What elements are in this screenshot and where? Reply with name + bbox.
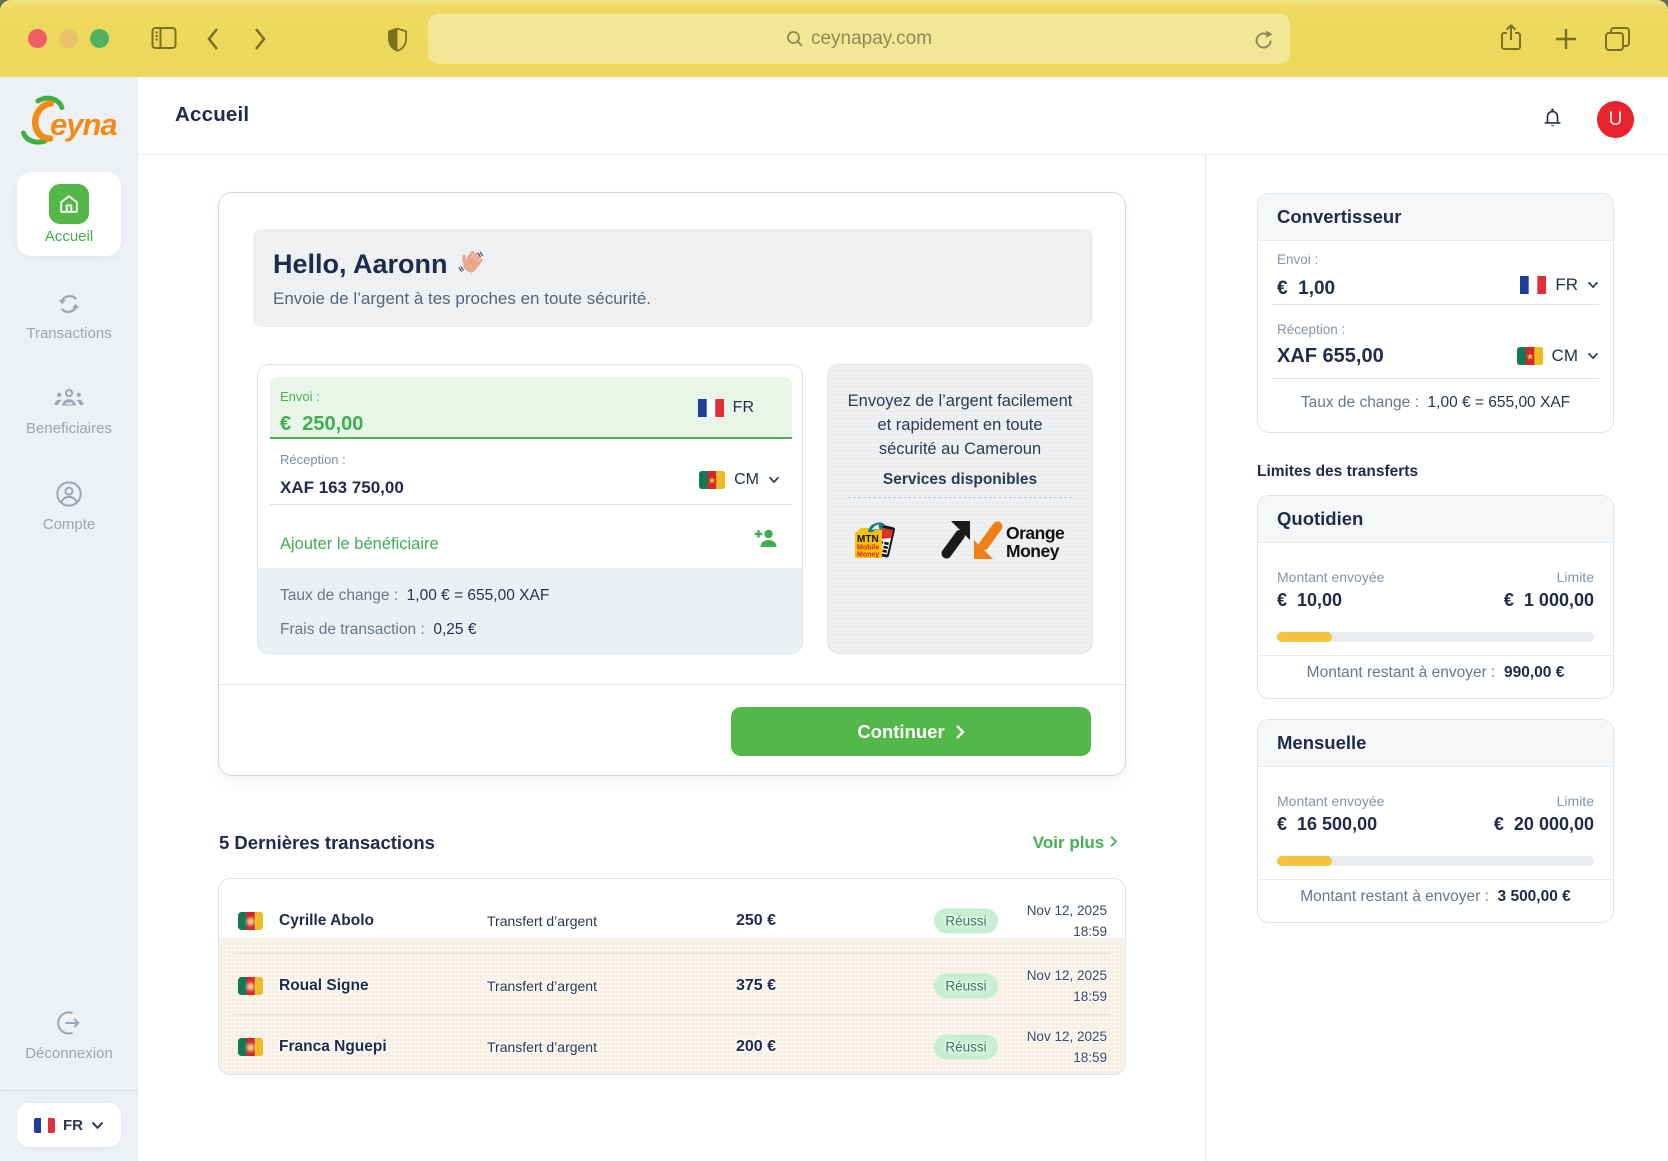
- svg-text:★: ★: [708, 476, 716, 486]
- svg-text:Money: Money: [1006, 541, 1060, 560]
- svg-text:MTN: MTN: [857, 534, 879, 545]
- svg-text:★: ★: [246, 917, 254, 927]
- svg-text:Orange: Orange: [1006, 523, 1065, 543]
- svg-text:★: ★: [246, 982, 254, 992]
- svg-text:Money: Money: [857, 552, 879, 559]
- svg-text:eyna: eyna: [50, 107, 117, 142]
- svg-text:★: ★: [246, 1043, 254, 1053]
- svg-text:★: ★: [1526, 352, 1534, 362]
- svg-text:Mobile: Mobile: [857, 545, 879, 552]
